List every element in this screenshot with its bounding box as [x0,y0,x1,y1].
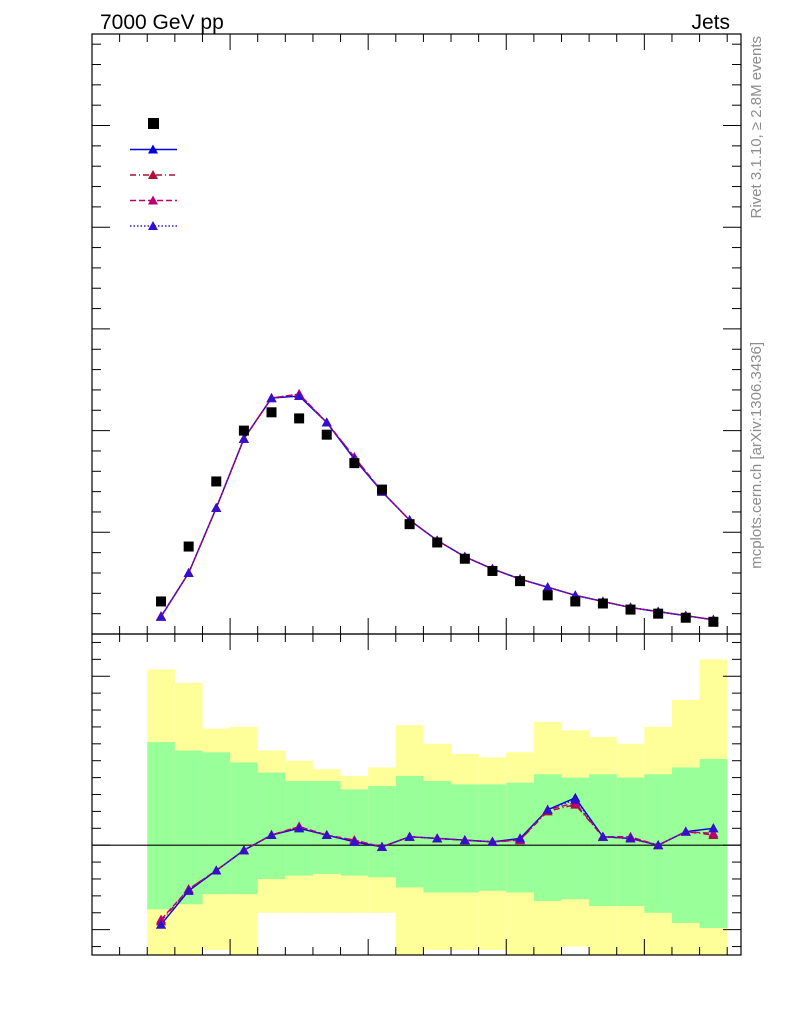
data-point [376,484,387,495]
data-point [238,425,249,436]
mcplots-label: mcplots.cern.ch [arXiv:1306.3436] [748,342,765,569]
model-point [294,391,305,401]
ratio-point [708,828,719,838]
data-point [321,429,332,440]
model-point [266,393,277,403]
ratio-panel [91,633,742,956]
ratio-point [570,794,581,804]
data-point [625,604,636,615]
model-point [183,567,194,577]
data-point [156,596,167,607]
header-right: Jets [691,11,730,34]
data-point [404,519,415,530]
legend-marker [148,170,158,179]
data-point [570,596,581,607]
ratio-point [459,835,470,845]
series-line-3 [160,393,714,621]
legend-marker [148,118,159,129]
ratio-point [404,831,415,841]
model-point [211,502,222,512]
ratio-frame [91,633,742,956]
data-point [183,541,194,552]
rivet-label: Rivet 3.1.10, ≥ 2.8M events [748,36,765,219]
ratio-point [156,919,167,929]
ratio-point [542,804,553,814]
model-point [156,611,167,621]
ratio-point [487,836,498,846]
data-point [653,608,664,619]
ratio-point [376,841,387,851]
band-inner [533,774,562,901]
model-point [542,582,553,592]
main-panel [91,33,742,635]
ratio-point [266,830,277,840]
data-point [708,616,719,627]
ratio-point [183,885,194,895]
ratio-point [211,865,222,875]
data-point [487,565,498,576]
legend-marker [148,195,158,205]
ratio-line-3 [160,798,714,926]
header-left: 7000 GeV pp [100,11,224,34]
model-point [238,433,249,443]
data-point [432,537,443,548]
legend-marker [148,144,158,154]
ratio-point [680,826,691,836]
ratio-point [432,833,443,843]
data-point [349,458,360,469]
data-point [597,598,608,609]
data-point [515,576,526,587]
ratio-point [597,831,608,841]
band-inner [257,772,286,879]
ratio-point [708,823,719,833]
ratio-point [653,840,664,850]
data-point [266,407,277,418]
ratio-point [238,845,249,855]
band-inner [312,780,341,874]
band-inner [230,762,258,895]
band-inner [174,750,203,905]
band-inner [395,775,424,888]
ratio-point [349,836,360,846]
ratio-point [625,833,636,843]
band-inner [340,789,369,876]
ratio-point [294,823,305,833]
ratio-point [321,830,332,840]
data-point [459,553,470,564]
band-inner [699,759,728,928]
data-point [542,590,553,601]
ratio-point [515,833,526,843]
data-point [294,413,305,424]
band-inner [147,742,175,910]
data-point [211,476,222,487]
band-inner [368,786,396,878]
model-point [321,417,332,427]
legend-marker [148,221,158,230]
data-point [680,612,691,623]
